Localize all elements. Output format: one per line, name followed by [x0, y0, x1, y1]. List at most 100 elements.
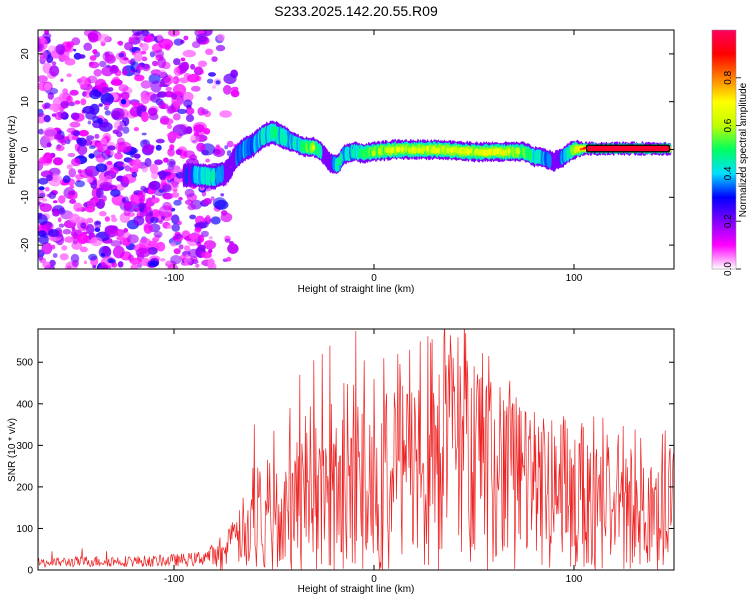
- noise-speckle: [100, 137, 107, 145]
- snr-y-tick-label: 0: [27, 566, 33, 577]
- noise-speckle: [208, 236, 213, 240]
- noise-speckle: [89, 55, 97, 61]
- noise-speckle: [160, 103, 169, 110]
- noise-speckle: [52, 253, 58, 258]
- noise-speckle: [173, 58, 181, 66]
- noise-speckle: [205, 158, 211, 163]
- ridge-cell: [537, 151, 541, 162]
- ridge-peak: [587, 146, 669, 152]
- noise-speckle: [227, 243, 239, 254]
- spectrogram-y-tick-label: 10: [20, 96, 31, 108]
- noise-speckle: [141, 43, 149, 52]
- ridge-cell: [400, 146, 404, 153]
- noise-speckle: [179, 254, 186, 261]
- ridge-cell: [417, 147, 421, 154]
- spectrogram-y-tick-label: -10: [20, 190, 31, 205]
- noise-speckle: [226, 256, 232, 262]
- noise-speckle: [223, 73, 237, 85]
- spectrogram-x-ticks: -100 0 100: [164, 30, 583, 284]
- noise-speckle: [194, 227, 202, 233]
- noise-speckle: [98, 264, 112, 269]
- noise-speckle: [85, 111, 97, 120]
- noise-speckle: [170, 192, 180, 198]
- noise-speckle: [51, 113, 57, 117]
- noise-speckle: [211, 56, 218, 62]
- noise-speckle: [67, 152, 76, 158]
- spectrogram-x-tick-label: 0: [371, 273, 377, 284]
- noise-speckle: [97, 117, 103, 124]
- ridge-cell: [184, 166, 188, 185]
- noise-speckle: [177, 108, 187, 114]
- ridge-cell: [361, 148, 365, 159]
- ridge-cell: [250, 135, 254, 154]
- noise-speckle: [114, 229, 125, 237]
- noise-speckle: [88, 253, 98, 261]
- noise-speckle: [79, 246, 88, 253]
- noise-speckle: [149, 180, 161, 191]
- noise-speckle: [215, 80, 221, 85]
- noise-speckle: [206, 78, 214, 84]
- noise-speckle: [86, 199, 96, 209]
- noise-speckle: [140, 111, 149, 123]
- noise-speckle: [149, 51, 155, 58]
- snr-panel: -100 0 100 0 100 200 300 400 500 Height of stra…: [7, 328, 675, 595]
- noise-speckle: [72, 260, 79, 267]
- noise-speckle: [138, 103, 144, 107]
- noise-speckle: [66, 164, 73, 170]
- noise-speckle: [197, 107, 206, 116]
- ridge-cell: [434, 147, 438, 154]
- noise-speckle: [89, 89, 102, 100]
- snr-y-tick-label: 400: [16, 399, 33, 410]
- noise-speckle: [184, 199, 194, 205]
- noise-speckle: [157, 34, 163, 42]
- noise-speckle: [101, 86, 111, 94]
- noise-speckle: [188, 233, 199, 240]
- noise-speckle: [52, 210, 60, 217]
- noise-speckle: [109, 64, 119, 74]
- noise-speckle: [165, 86, 172, 91]
- noise-speckle: [60, 55, 70, 61]
- noise-speckle: [214, 199, 229, 210]
- noise-speckle: [198, 234, 205, 243]
- noise-speckle: [86, 168, 93, 173]
- ridge-cell: [284, 133, 288, 145]
- ridge-cell: [315, 144, 319, 155]
- noise-speckle: [189, 214, 197, 220]
- noise-speckle: [98, 33, 110, 44]
- noise-speckle: [159, 219, 163, 224]
- noise-speckle: [122, 126, 130, 134]
- noise-speckle: [131, 101, 139, 107]
- noise-speckle: [151, 197, 160, 204]
- noise-speckle: [57, 217, 62, 223]
- ridge-cell: [566, 147, 570, 158]
- noise-speckle: [183, 150, 195, 158]
- noise-speckle: [38, 115, 46, 124]
- noise-speckle: [38, 43, 43, 49]
- ridge-cell: [387, 147, 391, 154]
- noise-speckle: [207, 258, 215, 269]
- noise-speckle: [150, 80, 162, 93]
- noise-speckle: [170, 93, 178, 100]
- ridge-cell: [404, 146, 408, 153]
- noise-speckle: [118, 84, 129, 92]
- ridge-cell: [422, 145, 426, 152]
- noise-speckle: [86, 224, 95, 235]
- snr-x-label: Height of straight line (km): [298, 584, 415, 595]
- noise-speckle: [69, 199, 77, 204]
- ridge-cell: [238, 143, 242, 162]
- noise-speckle: [195, 263, 200, 268]
- noise-speckle: [117, 261, 124, 268]
- noise-speckle: [88, 153, 95, 159]
- noise-speckle: [83, 260, 88, 265]
- ridge-cell: [414, 147, 418, 154]
- noise-speckle: [97, 87, 103, 92]
- noise-speckle: [69, 121, 81, 128]
- noise-speckle: [162, 75, 171, 83]
- noise-speckle: [60, 101, 69, 109]
- ridge-cell: [441, 146, 445, 153]
- noise-speckle: [118, 52, 125, 58]
- noise-speckle: [156, 241, 166, 252]
- noise-speckle: [133, 215, 145, 226]
- noise-speckle: [98, 103, 103, 107]
